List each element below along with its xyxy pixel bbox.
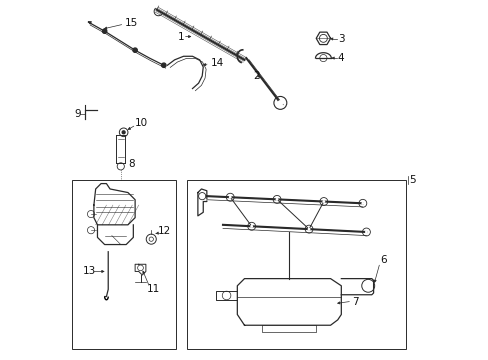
Circle shape (307, 228, 310, 230)
Text: 6: 6 (379, 255, 386, 265)
Circle shape (275, 198, 278, 201)
Text: 13: 13 (83, 266, 96, 276)
Text: 5: 5 (408, 175, 414, 185)
Circle shape (364, 230, 367, 233)
Circle shape (162, 63, 165, 67)
Bar (72, 180, 176, 348)
Text: 8: 8 (128, 159, 134, 169)
Text: 15: 15 (125, 18, 138, 28)
Text: 4: 4 (337, 53, 344, 63)
Text: 11: 11 (147, 284, 160, 294)
Circle shape (361, 202, 364, 205)
Circle shape (133, 48, 137, 52)
Bar (187, 180, 405, 348)
Text: 1: 1 (178, 32, 184, 41)
Circle shape (122, 131, 125, 134)
Circle shape (365, 283, 370, 289)
Text: 3: 3 (337, 34, 344, 44)
Text: 7: 7 (351, 297, 358, 307)
Text: 10: 10 (135, 118, 148, 128)
Circle shape (277, 100, 283, 106)
Circle shape (102, 29, 106, 33)
Text: 9: 9 (74, 109, 81, 119)
Text: 2: 2 (253, 71, 260, 81)
Text: 12: 12 (158, 226, 171, 236)
Circle shape (322, 200, 325, 203)
Circle shape (228, 196, 231, 199)
Circle shape (250, 225, 253, 228)
Circle shape (201, 195, 203, 198)
Text: 14: 14 (210, 58, 223, 68)
